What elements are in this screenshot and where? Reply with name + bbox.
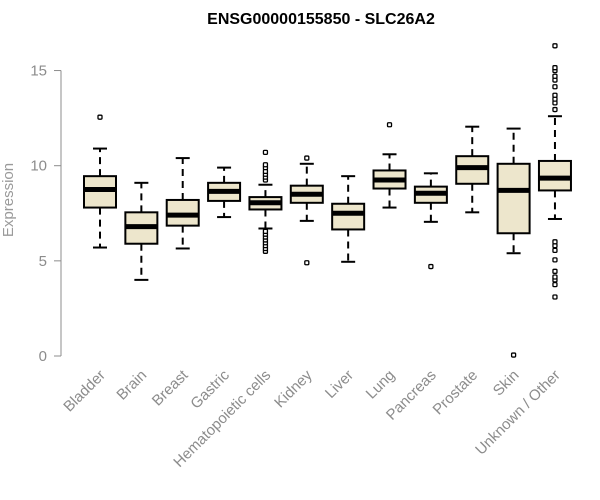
outlier-point <box>552 106 558 113</box>
x-tick-label: Brain <box>113 367 150 404</box>
y-tick-label: 10 <box>30 158 47 175</box>
outlier-point <box>428 263 434 270</box>
outlier-point <box>552 73 558 79</box>
iqr-box <box>496 162 531 235</box>
box-pancreas <box>413 172 448 270</box>
x-tick-label: Bladder <box>60 367 109 416</box>
outlier-point <box>552 43 558 49</box>
outlier-point <box>552 239 558 245</box>
box-unknown-other <box>537 43 572 300</box>
x-tick-label: Liver <box>322 367 357 402</box>
outlier-point <box>510 352 517 358</box>
x-tick-label: Skin <box>490 367 523 400</box>
box-prostate <box>455 125 490 214</box>
y-axis-label: Expression <box>0 163 17 237</box>
y-axis: 0 5 10 15 <box>30 63 62 365</box>
box-gastric <box>207 166 242 219</box>
outlier-point <box>552 268 558 274</box>
outlier-point <box>552 247 558 254</box>
box-skin <box>496 127 531 358</box>
y-tick-label: 0 <box>39 348 47 365</box>
x-tick-label: Prostate <box>430 367 482 419</box>
y-tick-label: 5 <box>39 253 47 270</box>
outlier-point <box>552 92 558 98</box>
outlier-point <box>552 84 558 90</box>
chart-title: ENSG00000155850 - SLC26A2 <box>207 11 435 28</box>
outlier-point <box>552 274 558 280</box>
x-tick-label: Breast <box>149 366 192 409</box>
iqr-box <box>331 202 366 231</box>
box-breast <box>165 157 200 250</box>
boxes <box>83 43 572 358</box>
outlier-point <box>304 155 310 161</box>
outlier-point <box>97 114 103 120</box>
outlier-point <box>552 294 558 300</box>
outlier-point <box>552 257 558 263</box>
outlier-point <box>262 162 269 168</box>
x-tick-label: Kidney <box>271 366 316 411</box>
outlier-point <box>552 65 558 71</box>
outlier-point <box>262 149 269 156</box>
outlier-point <box>552 281 558 288</box>
outlier-point <box>304 260 310 266</box>
box-hematopoietic-cells <box>248 149 283 254</box>
box-kidney <box>289 155 324 266</box>
outlier-point <box>386 122 393 128</box>
box-liver <box>331 175 366 263</box>
y-tick-label: 15 <box>30 63 47 80</box>
outlier-point <box>262 228 269 235</box>
box-lung <box>372 122 407 209</box>
box-bladder <box>83 114 117 249</box>
box-brain <box>124 181 159 281</box>
x-tick-label: Lung <box>363 367 399 403</box>
